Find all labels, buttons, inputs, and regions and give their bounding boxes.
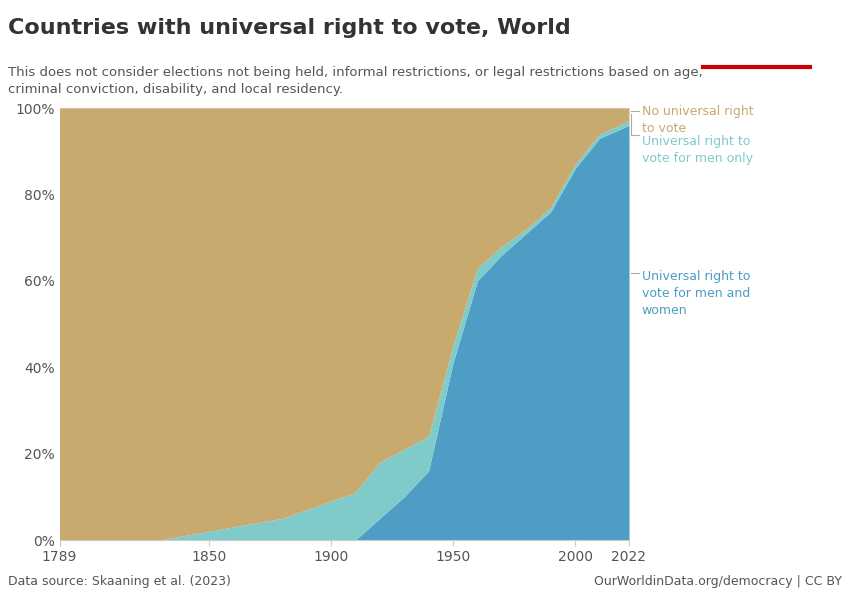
Text: This does not consider elections not being held, informal restrictions, or legal: This does not consider elections not bei… (8, 66, 703, 96)
Text: Our World: Our World (725, 30, 788, 40)
Text: Universal right to
vote for men and
women: Universal right to vote for men and wome… (642, 270, 750, 317)
Text: OurWorldinData.org/democracy | CC BY: OurWorldinData.org/democracy | CC BY (593, 575, 842, 588)
Text: in Data: in Data (734, 46, 779, 56)
Text: Data source: Skaaning et al. (2023): Data source: Skaaning et al. (2023) (8, 575, 231, 588)
Text: No universal right
to vote: No universal right to vote (642, 105, 753, 135)
Text: Universal right to
vote for men only: Universal right to vote for men only (642, 135, 753, 165)
Text: Countries with universal right to vote, World: Countries with universal right to vote, … (8, 18, 571, 38)
